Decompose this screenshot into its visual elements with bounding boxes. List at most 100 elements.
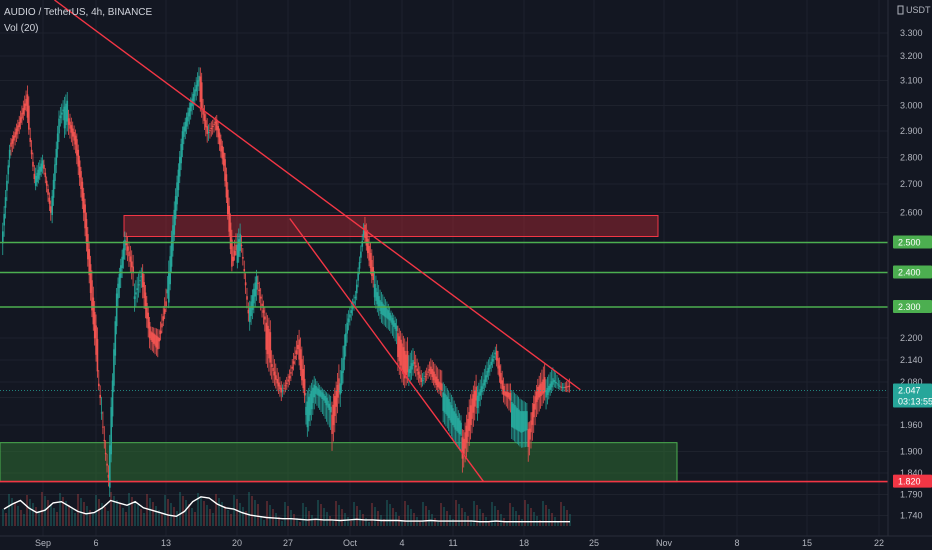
candle-body bbox=[365, 231, 368, 246]
candle-body bbox=[59, 115, 62, 119]
time-tick-label: Sep bbox=[35, 538, 51, 548]
candle-body bbox=[548, 385, 550, 393]
candle-body bbox=[494, 352, 497, 355]
candle-body bbox=[33, 173, 36, 180]
resistance-zone[interactable] bbox=[123, 215, 659, 237]
candle-body bbox=[106, 463, 108, 466]
candle-body bbox=[47, 189, 49, 195]
candle-body bbox=[102, 426, 104, 428]
candle-body bbox=[21, 112, 23, 119]
currency-menu-icon[interactable] bbox=[897, 5, 904, 15]
candle-body bbox=[357, 272, 359, 281]
volume-indicator-label[interactable]: Vol (20) bbox=[4, 23, 39, 34]
volume-bar bbox=[257, 504, 259, 526]
candle-body bbox=[301, 359, 303, 381]
volume-bar bbox=[473, 501, 475, 526]
volume-bar bbox=[269, 505, 271, 526]
candle-body bbox=[331, 414, 333, 434]
price-tag-support bbox=[893, 235, 932, 249]
trendline-major-downtrend[interactable] bbox=[54, 0, 581, 391]
volume-bar bbox=[242, 507, 244, 526]
candle-body bbox=[272, 367, 274, 372]
candle-body bbox=[519, 411, 521, 432]
demand-zone[interactable] bbox=[0, 442, 678, 483]
price-tick-label: 1.740 bbox=[900, 511, 923, 521]
volume-bar bbox=[341, 509, 343, 526]
candle-body bbox=[464, 432, 466, 449]
candle-body bbox=[498, 365, 501, 377]
volume-bar bbox=[251, 496, 253, 526]
candle-body bbox=[306, 401, 309, 428]
volume-bar bbox=[155, 506, 157, 526]
volume-bar bbox=[233, 495, 235, 526]
candle-body bbox=[80, 171, 82, 190]
candle-body bbox=[450, 405, 453, 423]
candle-body bbox=[431, 369, 434, 378]
candle-body bbox=[449, 402, 451, 421]
price-tag-low bbox=[893, 474, 932, 488]
candle-body bbox=[184, 121, 187, 132]
volume-bar bbox=[47, 500, 49, 526]
volume-bar bbox=[302, 503, 304, 526]
candle-body bbox=[343, 345, 346, 360]
candle-body bbox=[395, 325, 398, 332]
candle-body bbox=[158, 337, 161, 342]
candle-body bbox=[144, 292, 147, 309]
candle-body bbox=[412, 360, 414, 366]
volume-bar bbox=[548, 509, 550, 526]
candle-body bbox=[268, 329, 270, 359]
candle-body bbox=[336, 384, 339, 398]
candle-body bbox=[253, 288, 255, 304]
candle-body bbox=[355, 284, 358, 294]
volume-bar bbox=[509, 503, 511, 526]
volume-bar bbox=[113, 496, 115, 526]
candle-body bbox=[36, 172, 38, 183]
candle-body bbox=[56, 133, 59, 150]
candle-body bbox=[546, 387, 549, 395]
candle-body bbox=[118, 273, 121, 289]
candle-body bbox=[495, 350, 498, 361]
candle-body bbox=[198, 75, 200, 82]
candle-body bbox=[188, 107, 191, 117]
candle-body bbox=[44, 172, 47, 178]
volume-bar bbox=[539, 520, 541, 526]
volume-bar bbox=[131, 497, 133, 526]
candle-body bbox=[141, 271, 144, 288]
volume-ma-line bbox=[3, 496, 570, 523]
candle-body bbox=[535, 391, 538, 402]
candle-body bbox=[373, 284, 376, 298]
volume-bar bbox=[446, 511, 448, 526]
candle-body bbox=[29, 137, 32, 142]
symbol-title[interactable]: AUDIO / TetherUS, 4h, BINANCE bbox=[4, 7, 153, 18]
candle-body bbox=[259, 296, 262, 299]
candle-body bbox=[177, 169, 180, 191]
candle-body bbox=[276, 379, 278, 384]
trendline-minor-downtrend[interactable] bbox=[289, 218, 485, 483]
candle-body bbox=[314, 385, 317, 394]
volume-bar bbox=[320, 504, 322, 526]
candle-body bbox=[501, 380, 504, 390]
volume-bar bbox=[218, 498, 220, 526]
candle-body bbox=[443, 393, 446, 413]
currency-label: USDT bbox=[906, 5, 931, 15]
candle-body bbox=[187, 112, 189, 122]
volume-bar bbox=[521, 519, 523, 526]
volume-bar bbox=[515, 511, 517, 526]
candle-body bbox=[185, 117, 188, 127]
candle-body bbox=[214, 121, 217, 124]
volume-bar bbox=[254, 500, 256, 526]
candle-body bbox=[335, 390, 337, 407]
volume-bar bbox=[407, 505, 409, 526]
candle-body bbox=[286, 382, 288, 384]
candle-body bbox=[567, 386, 569, 388]
candle-body bbox=[307, 396, 310, 422]
candle-body bbox=[517, 409, 520, 432]
candle-body bbox=[200, 82, 203, 109]
candle-body bbox=[6, 180, 8, 191]
candle-body bbox=[232, 256, 235, 262]
candle-body bbox=[479, 389, 482, 396]
candle-body bbox=[218, 132, 221, 145]
candle-body bbox=[3, 213, 5, 226]
